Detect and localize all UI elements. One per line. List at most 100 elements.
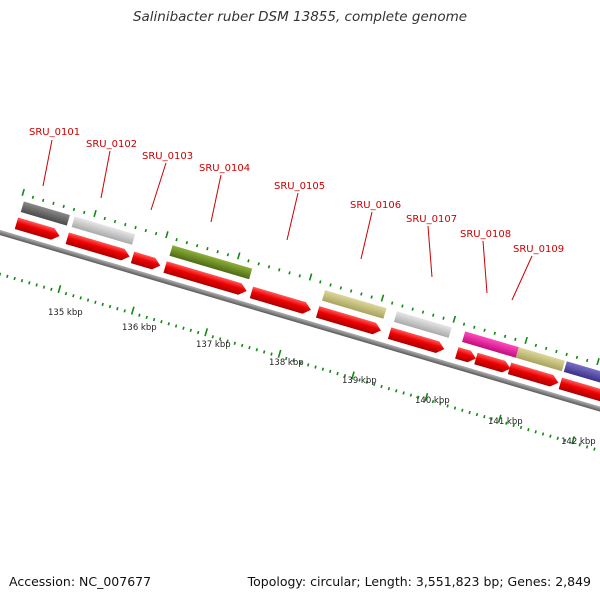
kbp-tick-label: 135 kbp — [48, 308, 83, 318]
outer-minor-tick — [412, 307, 414, 310]
minor-tick — [307, 363, 309, 366]
leader-line — [101, 151, 110, 198]
cds-arrow-sru-0108a[interactable] — [455, 347, 478, 364]
outer-minor-tick — [32, 196, 34, 199]
outer-major-tick — [381, 295, 385, 302]
kbp-tick-label: 137 kbp — [196, 340, 231, 350]
gene-label-sru-0103[interactable]: SRU_0103 — [142, 151, 193, 162]
minor-tick — [542, 432, 544, 435]
outer-minor-tick — [494, 332, 496, 335]
outer-minor-tick — [504, 335, 506, 338]
minor-tick — [153, 318, 155, 321]
outer-minor-tick — [514, 338, 516, 341]
outer-minor-tick — [278, 268, 280, 271]
minor-tick — [72, 294, 74, 297]
minor-tick — [454, 406, 456, 409]
outer-minor-tick — [432, 313, 434, 316]
minor-tick — [322, 368, 324, 371]
outer-major-tick — [524, 337, 528, 344]
outer-minor-tick — [473, 326, 475, 329]
outer-minor-tick — [268, 265, 270, 268]
outer-minor-tick — [114, 220, 116, 223]
minor-tick — [549, 434, 551, 437]
outer-major-tick — [453, 316, 457, 323]
outer-minor-tick — [63, 205, 65, 208]
minor-tick — [197, 331, 199, 334]
outer-minor-tick — [216, 250, 218, 253]
gene-label-sru-0107[interactable]: SRU_0107 — [406, 214, 457, 225]
minor-tick — [410, 393, 412, 396]
minor-tick — [336, 372, 338, 375]
gene-label-sru-0106[interactable]: SRU_0106 — [350, 200, 401, 211]
minor-tick — [160, 320, 162, 323]
outer-minor-tick — [535, 344, 537, 347]
minor-tick — [50, 288, 52, 291]
kbp-tick-label: 139 kbp — [342, 376, 377, 386]
minor-tick — [109, 305, 111, 308]
minor-tick — [395, 389, 397, 392]
outer-minor-tick — [370, 295, 372, 298]
outer-major-tick — [237, 252, 241, 259]
outer-minor-tick — [145, 229, 147, 232]
outer-minor-tick — [555, 350, 557, 353]
leader-line — [483, 241, 487, 293]
gene-label-sru-0104[interactable]: SRU_0104 — [199, 163, 250, 174]
outer-minor-tick — [175, 238, 177, 241]
kbp-tick-label: 136 kbp — [122, 323, 157, 333]
major-tick — [57, 285, 61, 293]
outer-minor-tick — [258, 262, 260, 265]
outer-minor-tick — [340, 286, 342, 289]
outer-minor-tick — [186, 241, 188, 244]
minor-tick — [87, 298, 89, 301]
minor-tick — [0, 273, 1, 276]
leader-line — [211, 175, 221, 222]
outer-minor-tick — [360, 292, 362, 295]
gene-label-sru-0105[interactable]: SRU_0105 — [274, 181, 325, 192]
minor-tick — [168, 322, 170, 325]
minor-tick — [146, 316, 148, 319]
outer-minor-tick — [52, 202, 54, 205]
outer-minor-tick — [350, 289, 352, 292]
minor-tick — [94, 301, 96, 304]
minor-tick — [314, 365, 316, 368]
outer-major-tick — [21, 189, 25, 196]
minor-tick — [263, 350, 265, 353]
gene-label-sru-0101[interactable]: SRU_0101 — [29, 127, 80, 138]
leader-line — [361, 212, 372, 259]
minor-tick — [138, 314, 140, 317]
outer-major-tick — [309, 273, 313, 280]
kbp-tick-label: 142 kbp — [561, 437, 596, 447]
major-tick — [131, 307, 135, 315]
minor-tick — [182, 327, 184, 330]
outer-minor-tick — [134, 226, 136, 229]
gene-label-sru-0102[interactable]: SRU_0102 — [86, 139, 137, 150]
cds-arrow-sru-0103[interactable] — [131, 252, 162, 272]
minor-tick — [175, 324, 177, 327]
minor-tick — [476, 413, 478, 416]
outer-minor-tick — [83, 211, 85, 214]
genome-backbone — [0, 224, 600, 426]
minor-tick — [329, 370, 331, 373]
minor-tick — [527, 428, 529, 431]
minor-tick — [190, 329, 192, 332]
kbp-tick-label: 141 kbp — [488, 417, 523, 427]
minor-tick — [388, 387, 390, 390]
outer-major-tick — [165, 231, 169, 238]
outer-minor-tick — [73, 208, 75, 211]
outer-minor-tick — [104, 217, 106, 220]
outer-minor-tick — [442, 317, 444, 320]
gene-label-sru-0108[interactable]: SRU_0108 — [460, 229, 511, 240]
minor-tick — [483, 415, 485, 418]
minor-tick — [65, 292, 67, 295]
outer-minor-tick — [545, 347, 547, 350]
minor-tick — [593, 447, 595, 450]
outer-minor-tick — [319, 280, 321, 283]
outer-minor-tick — [391, 301, 393, 304]
outer-minor-tick — [401, 304, 403, 307]
minor-tick — [28, 281, 30, 284]
outer-minor-tick — [586, 359, 588, 362]
outer-minor-tick — [124, 223, 126, 226]
minor-tick — [35, 283, 37, 286]
gene-label-sru-0109[interactable]: SRU_0109 — [513, 244, 564, 255]
minor-tick — [124, 309, 126, 312]
